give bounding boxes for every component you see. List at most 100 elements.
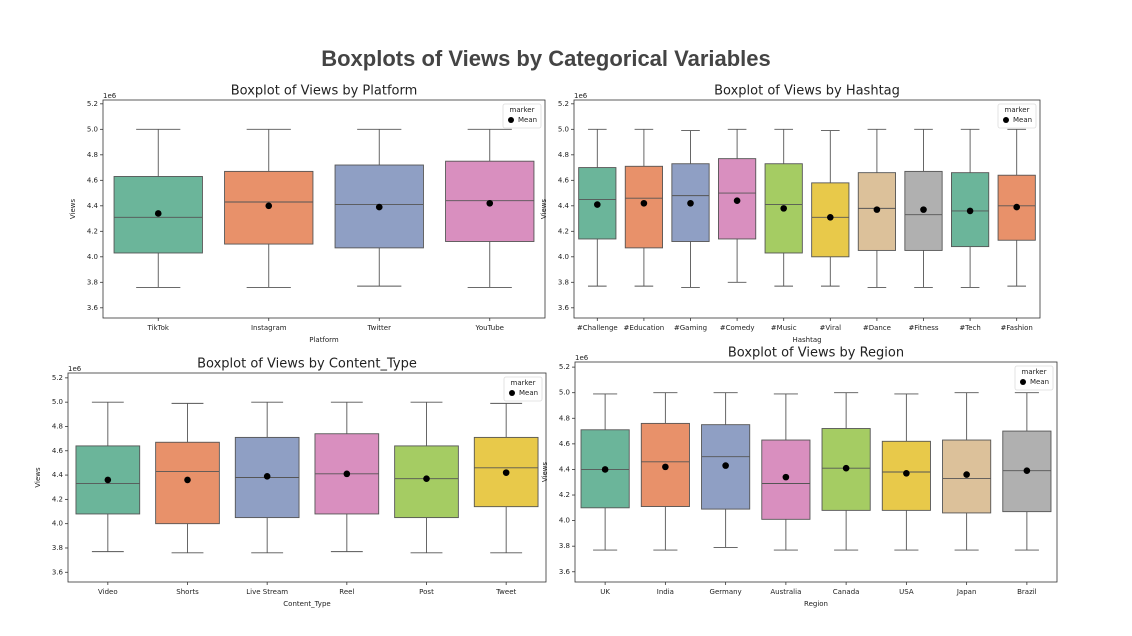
legend-marker [1020,379,1026,385]
x-tick-label: Reel [339,588,354,596]
x-tick-label: #Music [771,324,797,332]
x-tick-label: Japan [956,588,977,596]
x-tick-label: USA [899,588,914,596]
mean-marker [375,203,383,211]
mean-marker [966,207,974,215]
x-tick-label: Brazil [1017,588,1037,596]
legend-label: Mean [519,389,538,397]
mean-marker [782,473,790,481]
mean-marker [662,463,669,471]
y-offset-label: 1e6 [575,354,589,362]
y-tick-label: 4.6 [558,176,570,184]
x-tick-label: Shorts [176,588,199,596]
y-tick-label: 3.8 [52,544,63,552]
axes-frame [102,99,546,319]
mean-marker [154,210,162,217]
x-tick-label: #Gaming [674,324,707,332]
y-tick-label: 4.4 [558,202,570,210]
x-tick-label: #Comedy [720,324,755,332]
y-tick-label: 4.6 [87,176,99,184]
y-tick-label: 4.8 [87,151,98,159]
x-tick-label: Video [98,588,118,596]
x-axis-label: Content_Type [283,600,330,608]
legend-marker [508,117,514,123]
mean-marker [687,199,694,207]
mean-marker [263,472,271,480]
subplot-title: Boxplot of Views by Hashtag [714,84,900,99]
mean-marker [1013,203,1020,211]
box [624,165,663,249]
y-offset-label: 1e6 [68,365,82,373]
mean-marker [502,469,510,476]
x-axis-label: Hashtag [792,336,821,344]
legend-title: marker [511,379,536,387]
box [904,170,943,251]
y-tick-label: 4.2 [559,491,570,499]
x-tick-label: Germany [710,588,742,596]
x-tick-label: TikTok [147,324,170,332]
y-tick-label: 4.4 [559,465,571,473]
y-tick-label: 5.2 [559,363,570,371]
y-tick-label: 3.8 [558,278,569,286]
x-tick-label: Instagram [251,324,287,332]
mean-marker [722,462,729,469]
y-tick-label: 3.8 [87,278,98,286]
subplot: Boxplot of Views by Content_Type Content_… [34,357,547,608]
y-tick-label: 4.4 [52,471,64,479]
y-tick-label: 4.6 [559,440,571,448]
y-tick-label: 5.0 [559,389,570,397]
x-axis-label: Platform [309,336,339,344]
box [473,436,539,508]
x-tick-label: Tweet [495,588,516,596]
y-tick-label: 4.8 [52,422,63,430]
legend-title: marker [1022,368,1047,376]
figure-title: Boxplots of Views by Categorical Variabl… [321,46,771,71]
x-tick-label: #Viral [820,324,842,332]
mean-marker [184,476,191,484]
y-tick-label: 4.4 [87,202,99,210]
mean-marker [827,213,834,221]
x-tick-label: India [657,588,674,596]
y-tick-label: 3.6 [52,568,64,576]
y-axis-label: Views [69,199,77,220]
mean-marker [594,201,601,208]
x-tick-label: UK [600,588,610,596]
axes-frame [67,372,547,583]
y-tick-label: 4.0 [558,253,569,261]
y-tick-label: 4.0 [52,520,63,528]
subplot-title: Boxplot of Views by Platform [231,84,418,99]
y-tick-label: 3.6 [559,568,571,576]
x-tick-label: #Challenge [577,324,618,332]
y-tick-label: 5.0 [87,125,98,133]
y-tick-label: 4.2 [87,227,98,235]
x-tick-label: Live Stream [246,588,288,596]
y-tick-label: 3.6 [87,304,99,312]
x-tick-label: Twitter [367,324,392,332]
mean-marker [842,464,850,472]
mean-marker [640,199,648,207]
legend-title: marker [1005,106,1030,114]
mean-marker [601,466,609,473]
y-axis-label: Views [540,199,548,220]
mean-marker [920,206,927,213]
y-tick-label: 3.6 [558,304,570,312]
legend-label: Mean [518,116,537,124]
y-axis-label: Views [541,462,549,483]
x-tick-label: #Fitness [908,324,938,332]
x-tick-label: YouTube [475,324,504,332]
y-tick-label: 4.8 [559,414,570,422]
legend-label: Mean [1030,378,1049,386]
x-tick-label: #Fashion [1001,324,1033,332]
mean-marker [963,471,970,478]
y-offset-label: 1e6 [574,92,588,100]
y-tick-label: 5.0 [558,125,569,133]
legend-marker [509,390,515,396]
mean-marker [780,205,787,212]
x-axis-label: Region [804,600,828,608]
y-axis-label: Views [34,467,42,488]
y-tick-label: 4.2 [558,227,569,235]
legend-label: Mean [1013,116,1032,124]
subplot: Boxplot of Views by Platform Platform View… [69,84,546,344]
y-tick-label: 4.0 [559,517,570,525]
